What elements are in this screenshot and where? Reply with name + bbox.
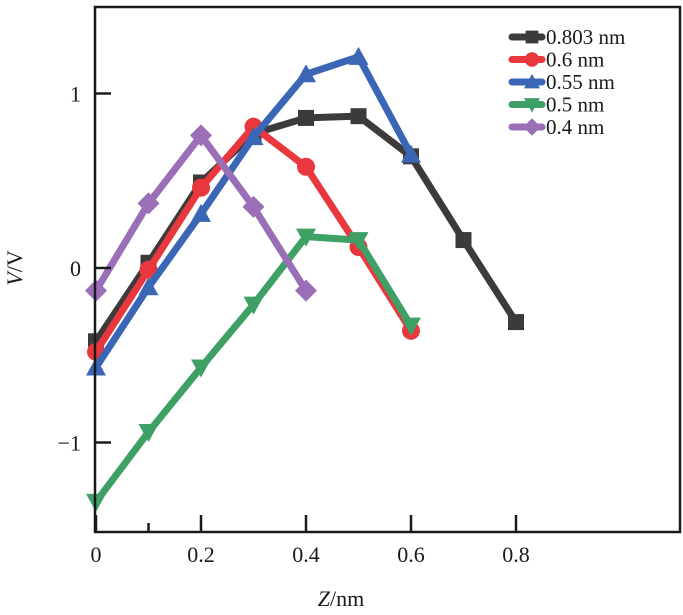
legend-label: 0.6 nm	[546, 48, 604, 72]
x-tick-label: 0.4	[292, 542, 320, 567]
legend-marker	[524, 52, 540, 67]
data-point	[455, 232, 472, 249]
x-tick-label: 0	[91, 542, 102, 567]
y-axis-label: V/V	[2, 250, 27, 286]
data-point	[401, 144, 421, 163]
plot-frame	[93, 5, 682, 534]
x-axis-label: Z/nm	[318, 586, 364, 611]
x-tick-label: 0.2	[187, 542, 215, 567]
y-tick-label: 1	[70, 82, 81, 107]
data-point	[297, 157, 315, 176]
data-point	[350, 108, 367, 125]
legend-item: 0.6 nm	[508, 48, 604, 72]
legend-item: 0.5 nm	[508, 93, 604, 117]
data-point	[139, 260, 158, 279]
legend-label: 0.803 nm	[546, 25, 625, 49]
data-point	[348, 232, 369, 251]
data-point	[295, 279, 317, 302]
legend-marker	[523, 118, 541, 136]
legend: 0.803 nm0.6 nm0.55 nm0.5 nm0.4 nm	[508, 25, 625, 139]
legend-item: 0.803 nm	[508, 25, 625, 49]
data-point	[138, 277, 159, 296]
data-point	[243, 127, 264, 146]
legend-label: 0.4 nm	[546, 115, 604, 139]
series-0-4-nm	[85, 124, 317, 302]
data-point	[138, 424, 159, 443]
ticks-layer: 0 0.2 0.4 0.6 0.8 1 0 −1	[58, 82, 530, 568]
y-tick-label: 0	[70, 256, 81, 281]
legend-label: 0.5 nm	[546, 93, 604, 117]
y-tick-label: −1	[58, 431, 81, 456]
data-point	[401, 317, 421, 336]
legend-marker	[524, 74, 540, 89]
data-point	[191, 359, 211, 378]
legend-item: 0.55 nm	[508, 70, 615, 94]
data-point	[298, 109, 314, 126]
legend-item: 0.4 nm	[508, 115, 604, 139]
data-point	[192, 178, 210, 197]
data-point	[190, 124, 212, 147]
series-layer	[85, 46, 524, 512]
legend-marker	[524, 98, 540, 113]
data-point	[296, 228, 316, 247]
data-point	[348, 46, 369, 65]
legend-label: 0.55 nm	[546, 70, 615, 94]
x-tick-label: 0.8	[502, 542, 530, 567]
series-0-5-nm	[86, 228, 421, 512]
data-point	[242, 195, 265, 218]
data-point	[296, 64, 316, 83]
x-tick-label: 0.6	[397, 542, 425, 567]
data-point	[137, 192, 160, 215]
data-point	[243, 296, 264, 315]
data-point	[508, 314, 524, 331]
series-0-6-nm	[87, 117, 420, 361]
data-point	[191, 203, 211, 222]
legend-marker	[525, 30, 539, 44]
